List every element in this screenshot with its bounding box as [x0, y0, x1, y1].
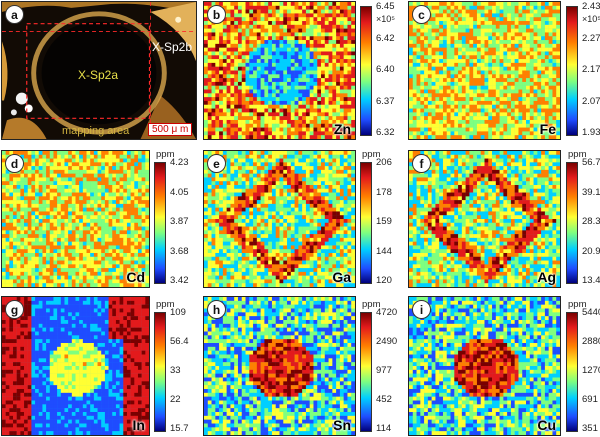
colorbar-f — [566, 162, 578, 284]
colorbar-unit-f: ppm — [568, 149, 587, 160]
element-map-cd — [2, 151, 149, 287]
colorbar-tick-d-2: 3.87 — [170, 216, 189, 227]
colorbar-tick-b-2: 6.40 — [376, 64, 395, 75]
panel-a-micrograph: a X-Sp2b X-Sp2a mapping area 500 μ m — [1, 1, 197, 140]
colorbar-tick-b-0: 6.45 — [376, 1, 395, 12]
panel-i-map: i Cu — [408, 296, 561, 436]
colorbar-tick-f-2: 28.3 — [582, 216, 600, 227]
colorbar-tick-h-4: 114 — [376, 423, 392, 434]
colorbar-unit-i: ppm — [568, 299, 587, 310]
panel-label-g: g — [5, 300, 24, 319]
colorbar-i — [566, 312, 578, 432]
colorbar-tick-d-0: 4.23 — [170, 157, 189, 168]
element-name-cd: Cd — [126, 269, 145, 285]
element-name-cu: Cu — [537, 417, 556, 433]
panel-g-map: g In — [1, 296, 150, 436]
panel-label-a: a — [5, 5, 24, 24]
element-map-ga — [204, 151, 355, 287]
scale-bar: 500 μ m — [148, 123, 193, 136]
colorbar-tick-b-1: 6.42 — [376, 32, 395, 44]
panel-e-map: e Ga — [203, 150, 356, 288]
colorbar-tick-i-1: 2880 — [582, 336, 600, 347]
colorbar-tick-e-3: 144 — [376, 245, 392, 257]
label-x-sp2a: X-Sp2a — [78, 68, 119, 82]
label-x-sp2b: X-Sp2b — [152, 40, 193, 54]
colorbar-tick-c-0: 2.43 — [582, 1, 600, 12]
colorbar-tick-g-3: 22 — [170, 394, 181, 405]
colorbar-tick-d-1: 4.05 — [170, 186, 189, 198]
colorbar-tick-c-4: 1.93 — [582, 127, 600, 138]
colorbar-tick-c-2: 2.17 — [582, 64, 600, 75]
panel-h-map: h Sn — [203, 296, 356, 436]
colorbar-g — [154, 312, 166, 432]
element-map-cu — [409, 297, 560, 435]
colorbar-tick-i-2: 1270 — [582, 365, 600, 376]
colorbar-tick-c-1: 2.27 — [582, 32, 600, 44]
panel-label-b: b — [207, 5, 226, 24]
colorbar-tick-h-1: 2490 — [376, 336, 398, 347]
colorbar-tick-g-1: 56.4 — [170, 336, 189, 347]
colorbar-tick-e-2: 159 — [376, 216, 392, 227]
element-name-fe: Fe — [539, 121, 556, 137]
colorbar-tick-i-4: 351 — [582, 423, 598, 434]
colorbar-tick-d-3: 3.68 — [170, 245, 189, 257]
colorbar-h — [360, 312, 372, 432]
colorbar-b — [360, 6, 372, 136]
element-map-ag — [409, 151, 560, 287]
colorbar-tick-f-1: 39.1 — [582, 186, 600, 198]
colorbar-tick-e-0: 206 — [376, 157, 392, 168]
colorbar-tick-h-3: 452 — [376, 394, 392, 405]
panel-label-c: c — [412, 5, 431, 24]
colorbar-tick-i-3: 691 — [582, 394, 598, 405]
panel-label-d: d — [5, 154, 24, 173]
panel-c-map: c Fe — [408, 1, 561, 140]
colorbar-d — [154, 162, 166, 284]
micrograph-image — [2, 2, 196, 139]
element-name-ag: Ag — [537, 269, 556, 285]
element-map-in — [2, 297, 149, 435]
colorbar-c — [566, 6, 578, 136]
colorbar-unit-e: ppm — [362, 149, 381, 160]
element-name-sn: Sn — [333, 417, 351, 433]
colorbar-tick-g-4: 15.7 — [170, 423, 189, 434]
panel-label-i: i — [412, 300, 431, 319]
label-mapping-area: mapping area — [62, 125, 130, 137]
colorbar-tick-h-0: 4720 — [376, 307, 398, 318]
colorbar-tick-f-0: 56.7 — [582, 157, 600, 168]
element-name-in: In — [132, 417, 145, 433]
colorbar-e — [360, 162, 372, 284]
colorbar-exponent-c: ×10⁵ — [582, 14, 600, 24]
colorbar-tick-g-0: 109 — [170, 307, 186, 318]
colorbar-tick-c-3: 2.07 — [582, 95, 600, 107]
colorbar-exponent-b: ×10⁵ — [376, 14, 395, 24]
colorbar-tick-i-0: 5440 — [582, 307, 600, 318]
panel-label-f: f — [412, 154, 431, 173]
colorbar-tick-e-4: 120 — [376, 275, 392, 286]
panel-d-map: d Cd — [1, 150, 150, 288]
colorbar-tick-e-1: 178 — [376, 186, 392, 198]
panel-b-map: b Zn — [203, 1, 356, 140]
colorbar-unit-g: ppm — [156, 299, 175, 310]
panel-label-e: e — [207, 154, 226, 173]
colorbar-tick-f-4: 13.4 — [582, 275, 600, 286]
colorbar-tick-b-4: 6.32 — [376, 127, 395, 138]
colorbar-tick-h-2: 977 — [376, 365, 392, 376]
element-name-zn: Zn — [333, 121, 351, 137]
element-name-ga: Ga — [332, 269, 351, 285]
colorbar-unit-h: ppm — [362, 299, 381, 310]
colorbar-tick-g-2: 33 — [170, 365, 181, 376]
colorbar-tick-d-4: 3.42 — [170, 275, 189, 286]
colorbar-unit-d: ppm — [156, 149, 175, 160]
element-map-fe — [409, 2, 560, 139]
colorbar-tick-b-3: 6.37 — [376, 95, 395, 107]
panel-f-map: f Ag — [408, 150, 561, 288]
colorbar-tick-f-3: 20.9 — [582, 245, 600, 257]
panel-label-h: h — [207, 300, 226, 319]
element-map-zn — [204, 2, 355, 139]
element-map-sn — [204, 297, 355, 435]
